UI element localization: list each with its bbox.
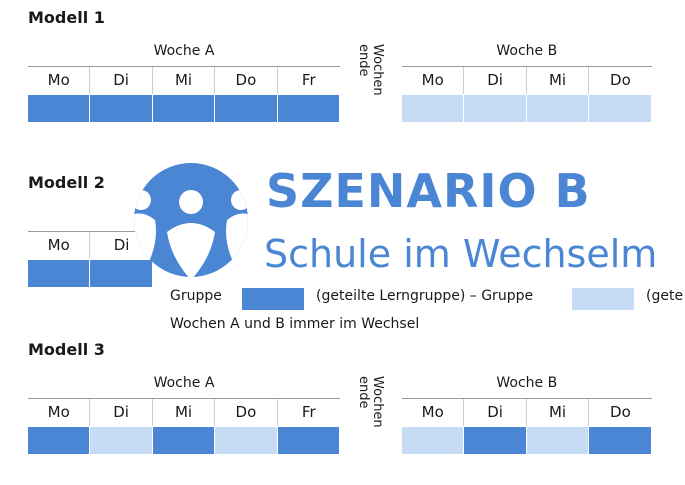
weekend-label: Wochen ende: [356, 376, 385, 428]
day-label: Di: [464, 67, 527, 94]
legend-note: Wochen A und B immer im Wechsel: [170, 316, 420, 332]
schedule-cell: [526, 427, 590, 454]
schedule-cell: [589, 95, 652, 122]
schedule-cell: [464, 95, 527, 122]
schedule-cell: [589, 427, 652, 454]
day-label: Do: [610, 71, 631, 89]
schedule-cell: [402, 427, 465, 454]
weekend-text: Wochen: [370, 44, 385, 96]
header-line: [28, 231, 153, 232]
day-label: Di: [90, 399, 153, 426]
header-line: [402, 66, 652, 67]
weekend-text: Wochen: [370, 376, 385, 428]
model-title: Modell 3: [28, 340, 105, 359]
header-line: [402, 398, 652, 399]
banner-title: SZENARIO B: [266, 164, 591, 218]
schedule-cell: [28, 260, 91, 287]
banner-subtitle: Schule im Wechselm: [264, 232, 658, 276]
weekend-label: Wochen ende: [356, 44, 385, 96]
legend-swatch: [572, 288, 634, 310]
day-label: Mi: [153, 67, 216, 94]
header-line: [28, 398, 340, 399]
schedule-cell: [152, 427, 216, 454]
weekend-text: ende: [356, 44, 371, 77]
schedule-cell: [28, 427, 91, 454]
schedule-cell: [526, 95, 590, 122]
day-label: Di: [90, 67, 153, 94]
week-label: Woche B: [496, 375, 558, 391]
schedule-cell: [215, 95, 278, 122]
day-label: Mo: [28, 67, 91, 94]
day-label: Do: [215, 67, 278, 94]
legend-text: (gete: [646, 288, 684, 304]
week-label: Woche A: [153, 375, 215, 391]
schedule-cell: [402, 95, 465, 122]
day-label: Di: [113, 236, 130, 254]
week-label: Woche A: [153, 43, 215, 59]
day-label: Mo: [402, 399, 465, 426]
day-label: Mi: [527, 399, 590, 426]
day-label: Fr: [301, 71, 316, 89]
schedule-cell: [90, 95, 153, 122]
legend-swatch: [242, 288, 304, 310]
schedule-cell: [90, 427, 153, 454]
header-line: [28, 66, 340, 67]
schedule-cell: [464, 427, 527, 454]
schedule-cell: [28, 95, 91, 122]
schedule-cell: [215, 427, 278, 454]
model-title: Modell 1: [28, 8, 105, 27]
schedule-cell: [277, 95, 340, 122]
schedule-cell: [90, 260, 153, 287]
legend-text: (geteilte Lerngruppe) – Gruppe: [316, 288, 534, 304]
day-label: Mi: [153, 399, 216, 426]
day-label: Fr: [301, 403, 316, 421]
day-label: Di: [464, 399, 527, 426]
weekend-text: ende: [356, 376, 371, 409]
day-label: Do: [215, 399, 278, 426]
logo: [134, 163, 248, 277]
schedule-cell: [277, 427, 340, 454]
day-label: Mi: [527, 67, 590, 94]
day-label: Mo: [28, 399, 91, 426]
day-label: Mo: [402, 67, 465, 94]
day-label: Do: [610, 403, 631, 421]
schedule-cell: [152, 95, 216, 122]
day-label: Mo: [28, 232, 91, 259]
legend-text: Gruppe: [170, 288, 222, 304]
model-title: Modell 2: [28, 173, 105, 192]
week-label: Woche B: [496, 43, 558, 59]
